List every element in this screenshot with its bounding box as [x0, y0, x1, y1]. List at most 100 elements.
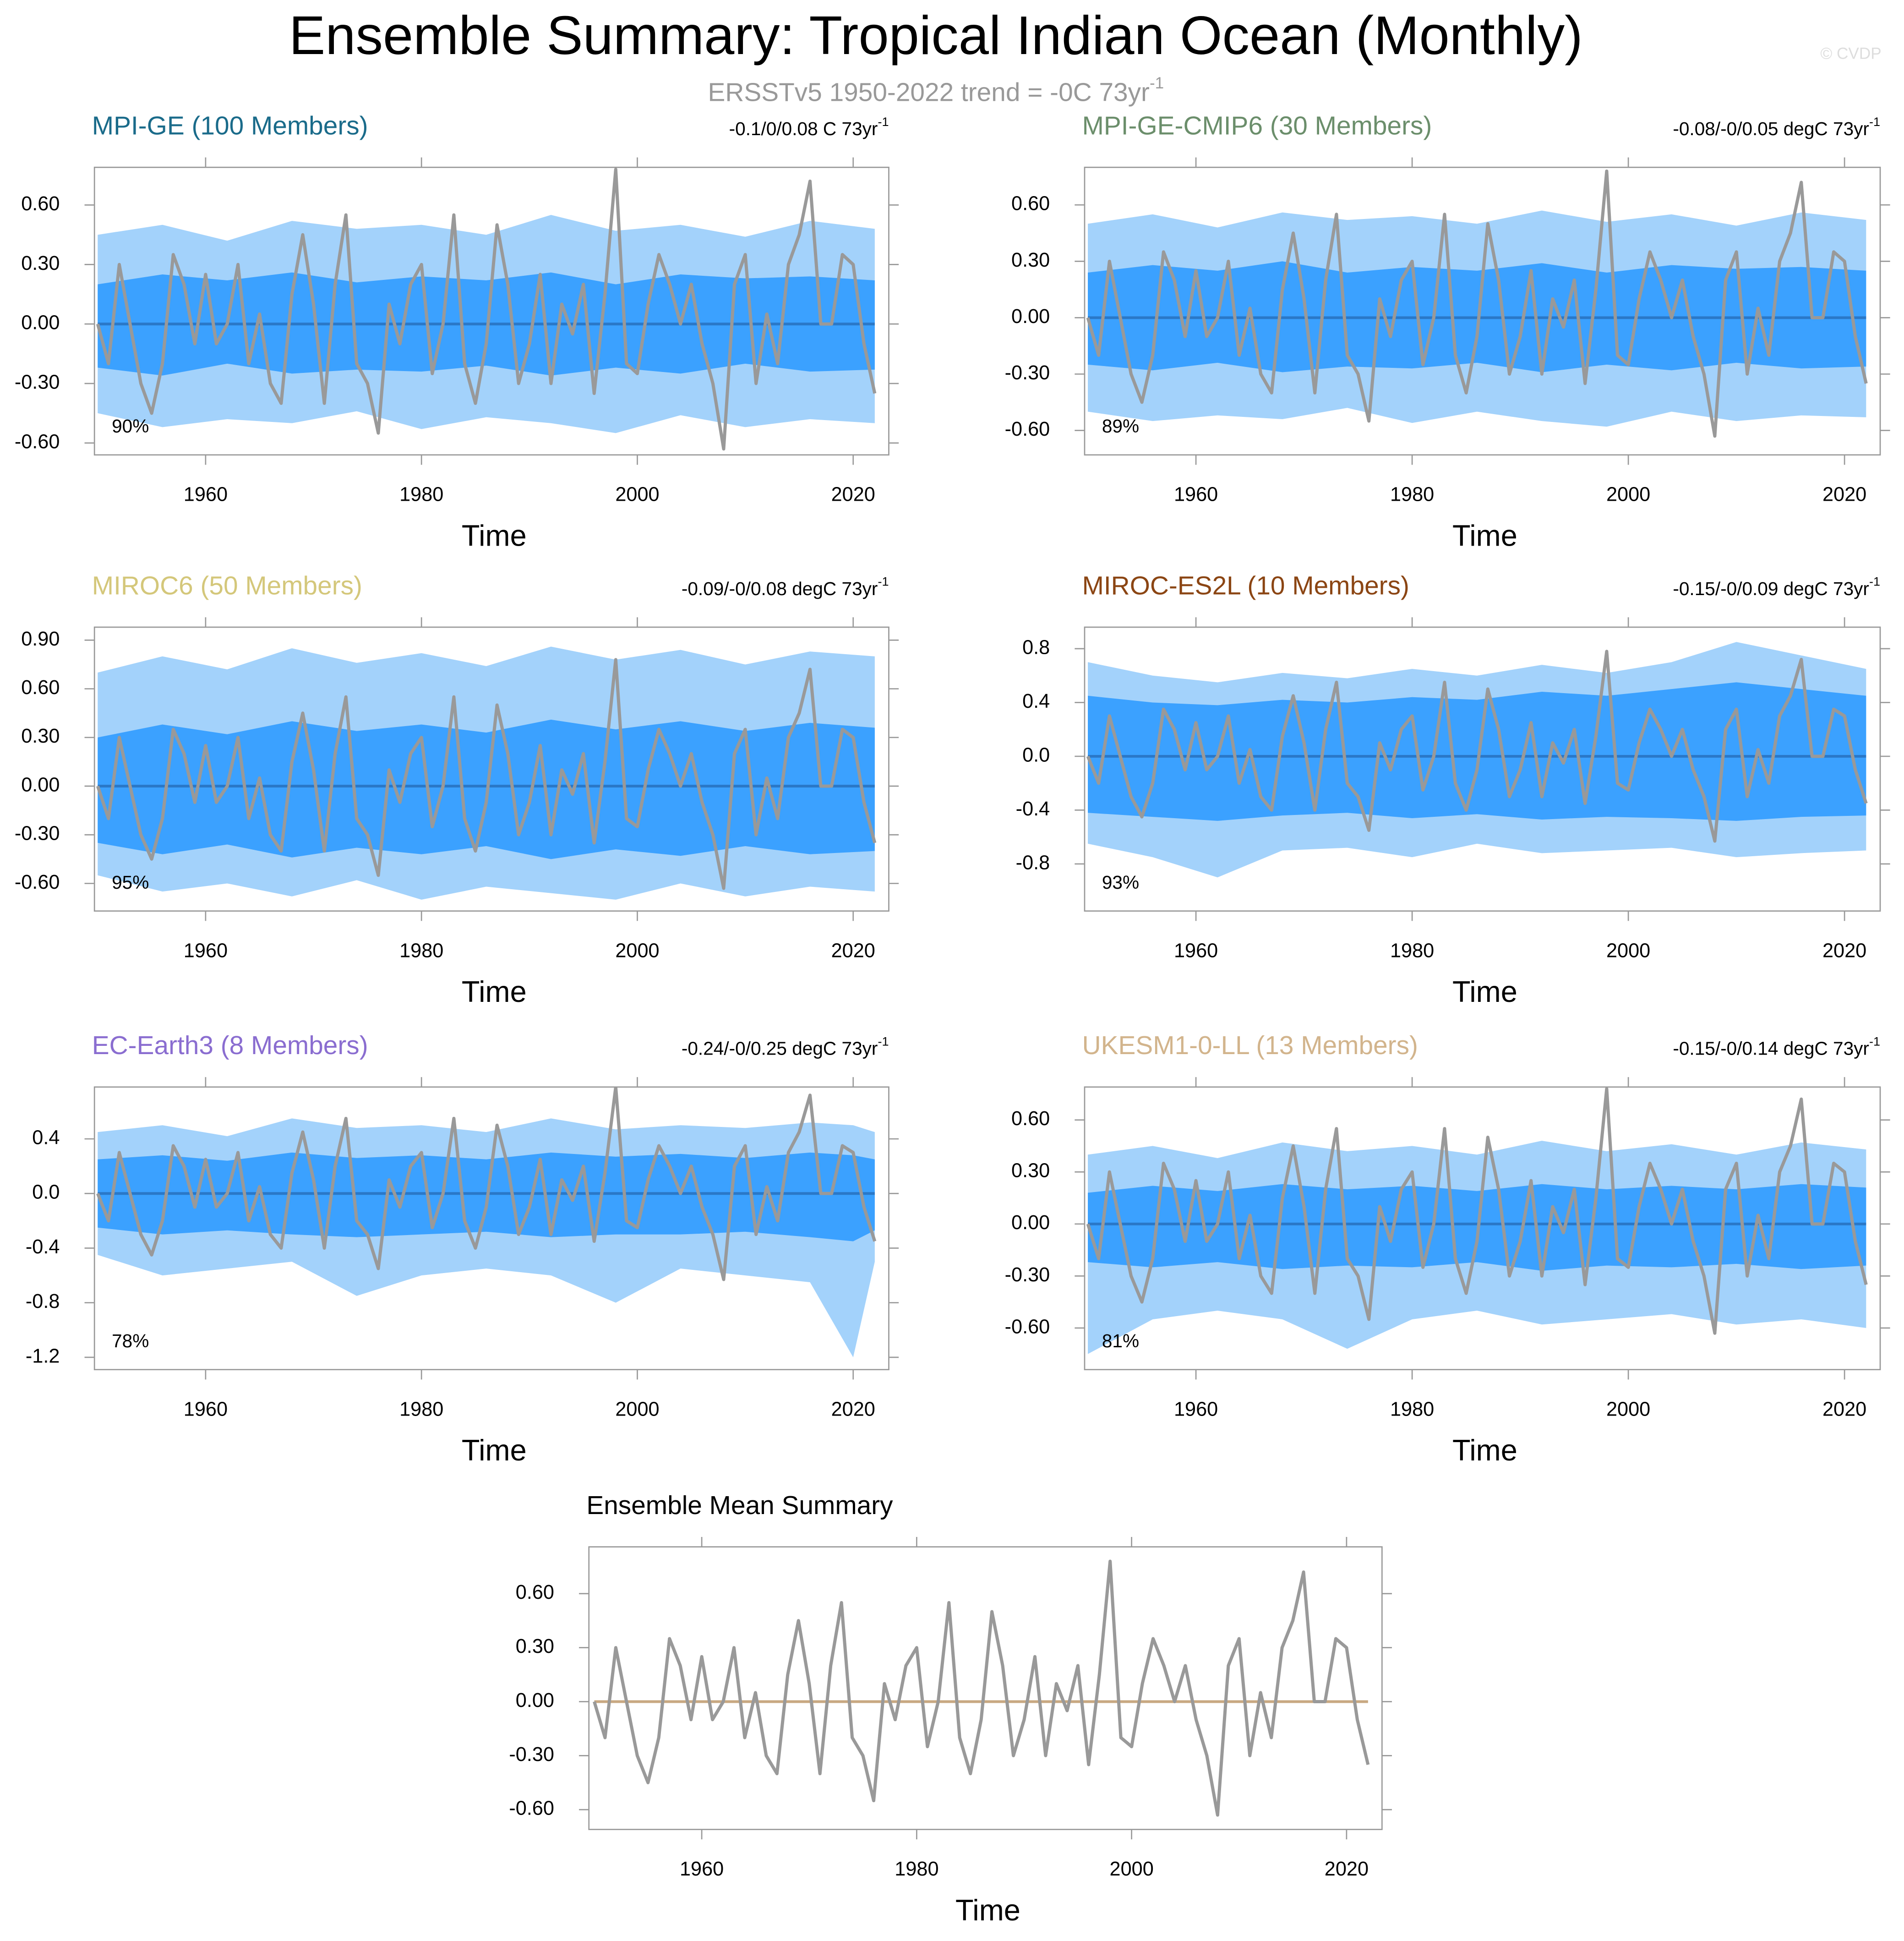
- plot-frame: [93, 626, 889, 912]
- y-tick-label: 0.90: [21, 628, 60, 650]
- panel-title: EC-Earth3 (8 Members): [92, 1031, 368, 1060]
- x-axis-label: Time: [462, 519, 527, 552]
- plot-area: [593, 1559, 1370, 1817]
- y-tick-label: 0.00: [21, 312, 60, 334]
- y-tick-label: 0.60: [516, 1581, 554, 1603]
- observed-line: [593, 1559, 1370, 1817]
- panel: UKESM1-0-LL (13 Members) -0.15/-0/0.14 de…: [1005, 1031, 1890, 1467]
- x-tick-label: 2000: [615, 484, 659, 506]
- y-tick-label: 0.4: [32, 1127, 60, 1149]
- observed-line: [96, 658, 877, 890]
- plot-area: [1086, 169, 1868, 438]
- x-tick-label: 2020: [831, 1398, 875, 1420]
- y-tick-label: -0.60: [15, 871, 60, 893]
- y-tick-label: 0.4: [1022, 690, 1050, 712]
- x-axis-label: Time: [1452, 519, 1517, 552]
- trend-label: -0.15/-0/0.09 degC 73yr-1: [1673, 575, 1880, 599]
- percent-label: 78%: [112, 1330, 149, 1351]
- trend-exponent: -1: [1869, 575, 1880, 589]
- y-tick-label: -0.8: [26, 1290, 60, 1312]
- panel-title: MPI-GE-CMIP6 (30 Members): [1082, 112, 1432, 141]
- y-tick-label: 0.60: [21, 193, 60, 215]
- plot-frame: [588, 1546, 1383, 1830]
- y-tick-label: -0.30: [1005, 1264, 1050, 1286]
- subtitle-exponent: -1: [1150, 74, 1164, 92]
- percent-label: 90%: [112, 416, 149, 437]
- panel: MPI-GE (100 Members) -0.1/0/0.08 C 73yr-1…: [15, 112, 899, 552]
- x-tick-label: 1980: [1390, 484, 1434, 506]
- x-tick-label: 1960: [680, 1858, 724, 1880]
- spread-band: [1088, 682, 1866, 821]
- panel: MIROC-ES2L (10 Members) -0.15/-0/0.09 deg…: [1016, 571, 1890, 1008]
- y-tick-label: 0.0: [1022, 744, 1050, 766]
- panel: MIROC6 (50 Members) -0.09/-0/0.08 degC 73…: [15, 571, 899, 1008]
- x-axis-label: Time: [462, 975, 527, 1008]
- y-tick-label: 0.30: [516, 1635, 554, 1657]
- y-tick-label: -0.30: [509, 1744, 554, 1766]
- x-axis-label: Time: [1452, 975, 1517, 1008]
- plot-area: [96, 646, 877, 900]
- panel-title: UKESM1-0-LL (13 Members): [1082, 1031, 1418, 1060]
- x-tick-label: 2000: [615, 1398, 659, 1420]
- y-tick-label: -0.30: [15, 372, 60, 394]
- panel: EC-Earth3 (8 Members) -0.24/-0/0.25 degC …: [26, 1031, 899, 1467]
- y-tick-label: 0.00: [516, 1689, 554, 1711]
- trend-exponent: -1: [878, 575, 889, 589]
- y-tick-label: 0.00: [1011, 306, 1050, 328]
- plot-frame: [1084, 166, 1881, 456]
- observed-line: [1086, 1087, 1868, 1335]
- y-tick-label: -0.30: [1005, 362, 1050, 384]
- y-tick-label: -0.4: [26, 1236, 60, 1258]
- panel-title: Ensemble Mean Summary: [586, 1491, 893, 1520]
- plot-frame: [93, 1086, 889, 1371]
- x-tick-label: 2000: [1606, 1398, 1650, 1420]
- trend-label: -0.09/-0/0.08 degC 73yr-1: [682, 575, 889, 599]
- x-tick-label: 2020: [1822, 1398, 1866, 1420]
- trend-text: -0.15/-0/0.14 degC 73yr: [1673, 1038, 1869, 1059]
- x-tick-label: 1960: [1174, 484, 1218, 506]
- x-tick-label: 1960: [184, 940, 228, 962]
- trend-exponent: -1: [878, 115, 889, 129]
- y-tick-label: 0.00: [21, 774, 60, 796]
- x-tick-label: 1960: [184, 484, 228, 506]
- panel-title: MIROC6 (50 Members): [92, 571, 362, 600]
- y-tick-label: 0.0: [32, 1181, 60, 1203]
- x-tick-label: 2000: [1110, 1858, 1154, 1880]
- panel-title: MIROC-ES2L (10 Members): [1082, 571, 1409, 600]
- x-tick-label: 1960: [1174, 940, 1218, 962]
- y-tick-label: -0.60: [509, 1798, 554, 1820]
- plot-area: [1086, 1087, 1868, 1354]
- y-tick-label: -0.60: [1005, 418, 1050, 440]
- x-tick-label: 1980: [1390, 940, 1434, 962]
- percent-label: 81%: [1102, 1330, 1139, 1351]
- y-tick-label: 0.00: [1011, 1212, 1050, 1234]
- x-tick-label: 1980: [1390, 1398, 1434, 1420]
- y-tick-label: 0.30: [1011, 249, 1050, 271]
- observed-line: [96, 1087, 877, 1281]
- subtitle-text: ERSSTv5 1950-2022 trend = -0C 73yr: [708, 78, 1149, 107]
- plot-frame: [93, 166, 889, 456]
- x-tick-label: 1980: [399, 1398, 443, 1420]
- observed-line: [1086, 650, 1868, 843]
- y-tick-label: 0.60: [21, 677, 60, 699]
- x-tick-label: 2020: [831, 940, 875, 962]
- y-tick-label: 0.8: [1022, 636, 1050, 658]
- plot-frame: [1084, 1086, 1881, 1371]
- x-tick-label: 1980: [399, 940, 443, 962]
- percent-label: 89%: [1102, 416, 1139, 437]
- page-subtitle: ERSSTv5 1950-2022 trend = -0C 73yr-1: [708, 74, 1164, 107]
- percent-label: 95%: [112, 872, 149, 893]
- x-tick-label: 2020: [831, 484, 875, 506]
- credit: © CVDP: [1820, 44, 1881, 62]
- y-tick-label: -0.4: [1016, 798, 1050, 820]
- plot-area: [1086, 642, 1868, 878]
- x-axis-label: Time: [462, 1433, 527, 1467]
- y-tick-label: -0.30: [15, 823, 60, 845]
- x-tick-label: 2020: [1822, 484, 1866, 506]
- trend-text: -0.08/-0/0.05 degC 73yr: [1673, 118, 1869, 139]
- x-tick-label: 1960: [1174, 1398, 1218, 1420]
- x-tick-label: 2000: [1606, 940, 1650, 962]
- x-tick-label: 1980: [399, 484, 443, 506]
